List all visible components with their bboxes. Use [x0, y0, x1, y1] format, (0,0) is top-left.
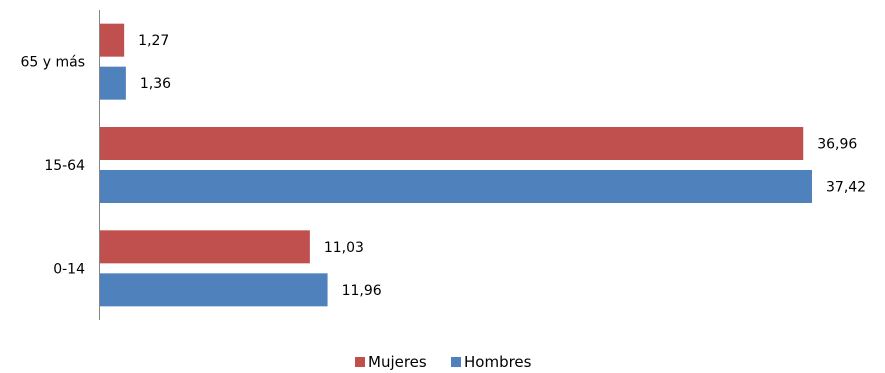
category-label: 0-14: [53, 261, 85, 277]
category-label: 15-64: [44, 158, 85, 174]
legend-swatch-mujeres: [355, 357, 365, 367]
legend-label-hombres: Hombres: [464, 353, 532, 371]
bar-mujeres-1: [100, 127, 804, 160]
legend-swatch-hombres: [451, 357, 461, 367]
legend-label-mujeres: Mujeres: [368, 353, 427, 371]
data-label: 1,36: [140, 76, 171, 92]
data-label: 36,96: [817, 137, 857, 153]
data-label: 11,96: [342, 283, 382, 299]
data-label: 1,27: [138, 33, 169, 49]
category-label: 65 y más: [20, 55, 85, 71]
bar-hombres-2: [100, 273, 328, 307]
bar-mujeres-2: [100, 230, 310, 264]
data-label: 11,03: [324, 240, 364, 256]
bar-hombres-0: [100, 66, 126, 100]
data-label: 37,42: [826, 180, 866, 196]
bar-mujeres-0: [100, 23, 125, 57]
bar-hombres-1: [100, 170, 812, 203]
